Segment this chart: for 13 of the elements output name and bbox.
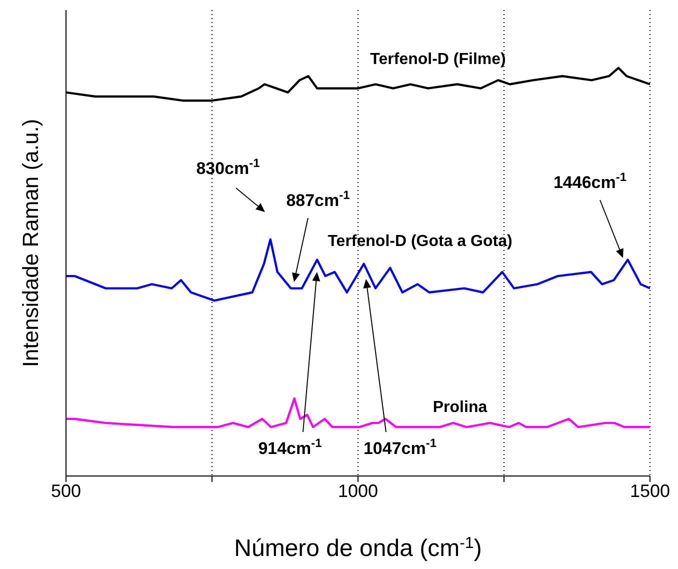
annotation: 1446cm$^{-1}$ [553, 170, 627, 192]
series-label: Terfenol-D (Filme) [370, 51, 506, 69]
annotation: 830cm$^{-1}$ [196, 156, 260, 178]
x-tick-label: 1500 [630, 480, 670, 501]
series-label: Terfenol-D (Gota a Gota) [328, 233, 512, 251]
annotation: 887cm$^{-1}$ [286, 188, 350, 210]
series-label: Prolina [432, 399, 488, 417]
x-axis-title: Número de onda (cm$^{-1}$) [234, 534, 482, 562]
y-axis-title: Intensidade Raman (a.u.) [18, 118, 43, 368]
annotation: 1047cm$^{-1}$ [363, 436, 437, 458]
annotation: 914cm$^{-1}$ [258, 436, 322, 458]
x-tick-label: 1000 [338, 480, 378, 501]
x-tick-label: 500 [50, 480, 82, 501]
